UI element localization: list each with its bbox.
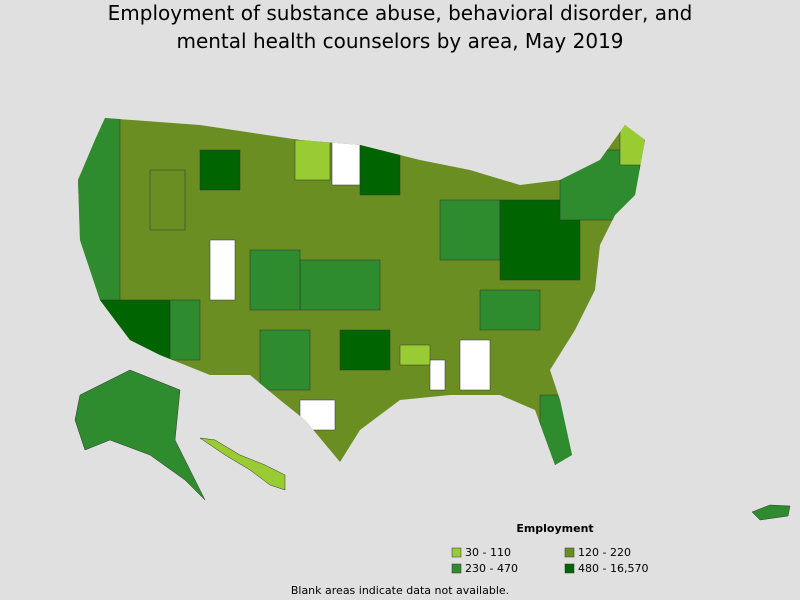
legend-swatch	[451, 563, 462, 574]
region	[294, 139, 331, 181]
legend-label: 230 - 470	[465, 562, 518, 575]
region	[439, 199, 501, 261]
legend-label: 30 - 110	[465, 546, 511, 559]
legend-swatch	[564, 547, 575, 558]
title-line: mental health counselors by area, May 20…	[176, 29, 623, 53]
region	[199, 149, 241, 191]
hawaii	[199, 437, 286, 491]
legend-label: 480 - 16,570	[578, 562, 648, 575]
region	[149, 169, 186, 231]
legend: 30 - 110 120 - 220 230 - 470 480 - 16,570	[451, 546, 648, 575]
footnote: Blank areas indicate data not available.	[291, 584, 509, 597]
legend-swatch	[564, 563, 575, 574]
region	[459, 339, 491, 391]
legend-swatch	[451, 547, 462, 558]
region	[429, 359, 446, 391]
region	[331, 139, 361, 186]
puerto-rico	[751, 504, 791, 521]
region	[259, 329, 311, 391]
region	[209, 239, 236, 301]
region	[479, 289, 541, 331]
legend-label: 120 - 220	[578, 546, 631, 559]
title-line: Employment of substance abuse, behaviora…	[108, 1, 693, 25]
region	[399, 344, 431, 366]
region	[249, 249, 301, 311]
alaska	[74, 369, 206, 501]
region	[169, 299, 201, 361]
region	[339, 329, 391, 371]
legend-title: Employment	[516, 522, 593, 535]
region	[299, 259, 381, 311]
